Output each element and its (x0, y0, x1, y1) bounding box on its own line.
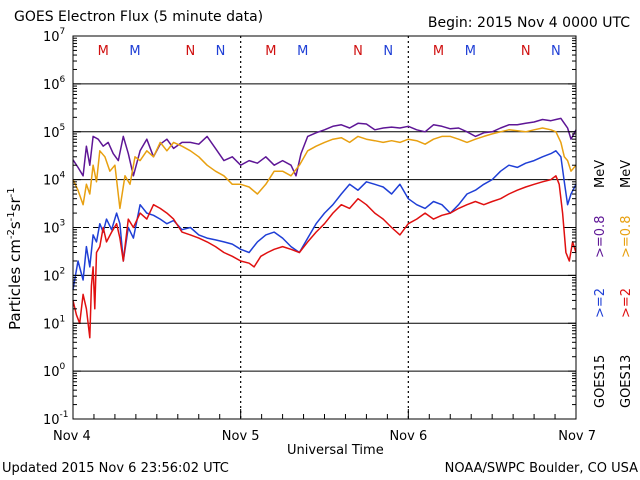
mn-marker: M (433, 44, 444, 59)
mn-marker: M (98, 44, 109, 59)
series-line (72, 175, 577, 339)
legend-mev-1: MeV (593, 160, 608, 188)
series-lines (72, 117, 577, 339)
mn-marker: N (521, 44, 531, 59)
y-tick-label: 10-1 (43, 410, 69, 428)
legend-goes15-ge2: >=2 (593, 288, 608, 318)
mn-marker: N (216, 44, 226, 59)
x-tick-label: Nov 5 (222, 429, 260, 444)
x-axis-label: Universal Time (287, 443, 384, 458)
y-tick-label: 103 (43, 219, 65, 237)
series-line (72, 117, 577, 177)
mn-marker: N (353, 44, 363, 59)
series-line (72, 127, 577, 210)
grid (73, 36, 576, 419)
mn-marker: N (383, 44, 393, 59)
begin-timestamp: Begin: 2015 Nov 4 0000 UTC (427, 15, 630, 31)
legend-goes15: GOES15 (593, 355, 608, 408)
plot-frame (72, 35, 577, 420)
y-tick-label: 107 (43, 27, 65, 45)
updated-timestamp: Updated 2015 Nov 6 23:56:02 UTC (2, 461, 229, 476)
mn-marker: N (551, 44, 561, 59)
mn-marker: M (465, 44, 476, 59)
credit-text: NOAA/SWPC Boulder, CO USA (444, 461, 638, 476)
y-tick-label: 104 (43, 171, 66, 189)
y-tick-label: 106 (43, 75, 66, 93)
mn-marker: M (265, 44, 276, 59)
legend-goes13-ge2: >=2 (619, 288, 634, 318)
chart-title: GOES Electron Flux (5 minute data) (14, 9, 264, 25)
series-line (72, 150, 577, 290)
x-ticks: Nov 4 Nov 5 Nov 6 Nov 7 (53, 409, 596, 444)
legend-goes15-ge08: >=0.8 (593, 216, 608, 258)
y-tick-label: 102 (43, 266, 65, 284)
y-ticks: 10-1 100 101 102 103 104 105 106 107 (43, 27, 576, 428)
x-tick-label: Nov 6 (389, 429, 427, 444)
legend: GOES15 >=2 >=0.8 MeV GOES13 >=2 >=0.8 Me… (593, 160, 634, 408)
legend-mev-2: MeV (619, 160, 634, 188)
mn-marker: N (185, 44, 195, 59)
y-tick-label: 101 (43, 314, 65, 332)
legend-goes13-ge08: >=0.8 (619, 216, 634, 258)
x-tick-label: Nov 7 (558, 429, 596, 444)
mn-marker: M (297, 44, 308, 59)
mn-marker: M (129, 44, 140, 59)
legend-goes13: GOES13 (619, 355, 634, 408)
x-tick-label: Nov 4 (53, 429, 91, 444)
y-tick-label: 105 (43, 123, 65, 141)
y-axis-label: Particles cm-2s-1sr-1 (6, 187, 24, 330)
y-tick-label: 100 (43, 362, 66, 380)
